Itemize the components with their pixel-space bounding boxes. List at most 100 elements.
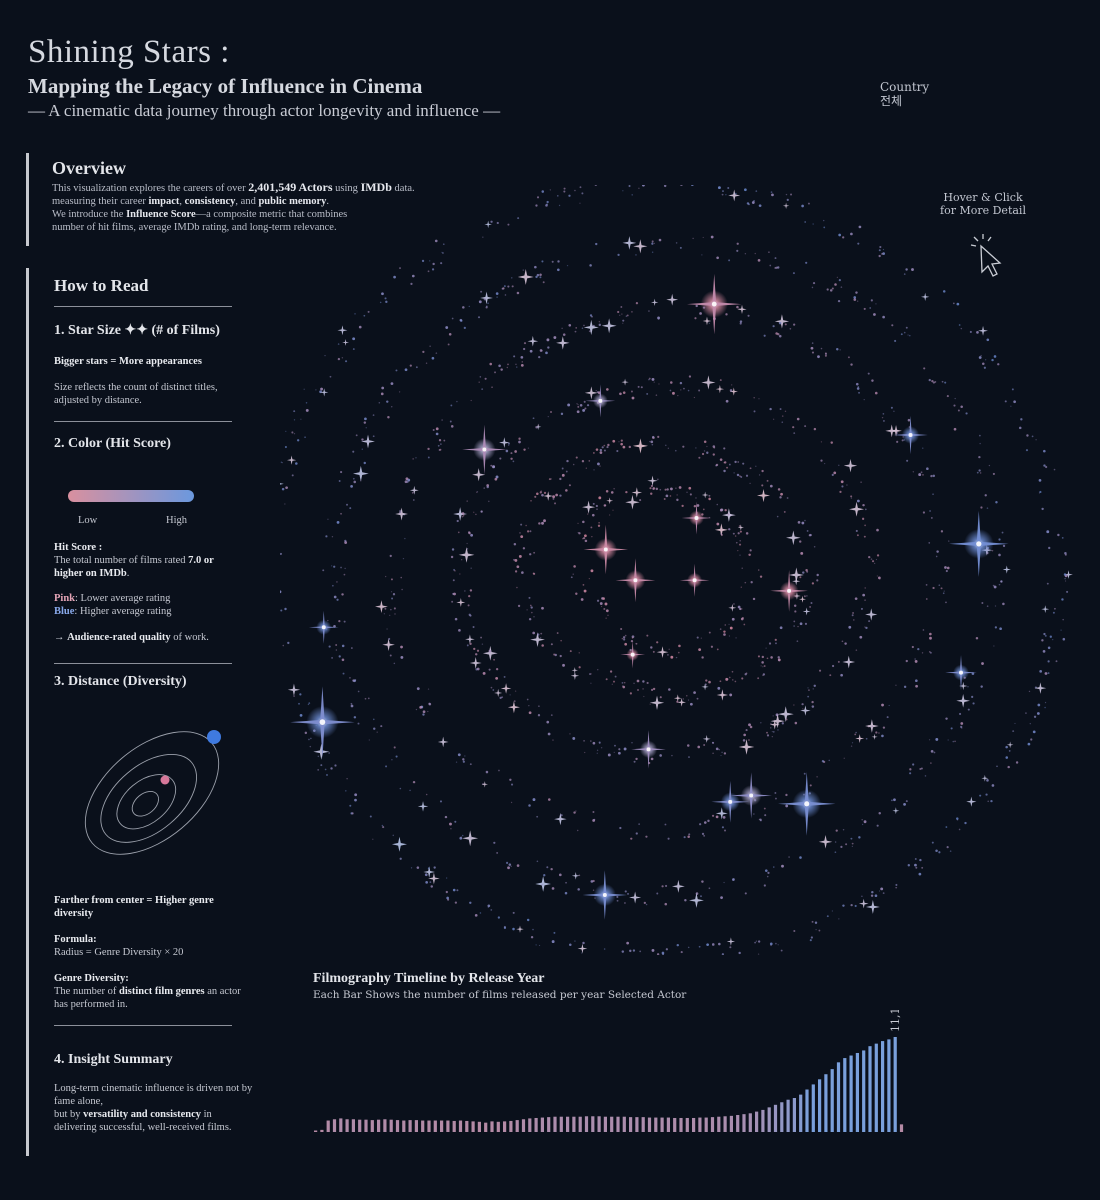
timeline-bar[interactable] xyxy=(755,1111,759,1132)
timeline-bar[interactable] xyxy=(773,1104,778,1132)
actor-star[interactable] xyxy=(582,870,628,920)
timeline-bar[interactable] xyxy=(572,1116,576,1132)
actor-star[interactable] xyxy=(631,730,666,769)
country-filter-value[interactable]: 전체 xyxy=(880,94,903,108)
actor-star[interactable] xyxy=(585,384,616,418)
timeline-bar[interactable] xyxy=(490,1121,494,1132)
timeline-bar[interactable] xyxy=(534,1117,538,1132)
timeline-bar[interactable] xyxy=(899,1124,904,1132)
timeline-bar[interactable] xyxy=(515,1120,519,1132)
timeline-bar[interactable] xyxy=(843,1058,847,1132)
timeline-bar[interactable] xyxy=(742,1114,746,1132)
timeline-bar[interactable] xyxy=(881,1041,885,1132)
timeline-bar[interactable] xyxy=(402,1120,406,1132)
actor-star[interactable] xyxy=(949,510,1009,577)
timeline-bar[interactable] xyxy=(440,1120,444,1132)
timeline-bar[interactable] xyxy=(603,1116,607,1132)
timeline-bar[interactable] xyxy=(465,1120,469,1132)
timeline-bar[interactable] xyxy=(748,1113,752,1132)
actor-star[interactable] xyxy=(681,501,712,535)
actor-star[interactable] xyxy=(778,771,836,836)
timeline-bar[interactable] xyxy=(408,1120,412,1132)
timeline-bar[interactable] xyxy=(818,1079,822,1132)
timeline-bar[interactable] xyxy=(635,1117,639,1132)
timeline-bar[interactable] xyxy=(610,1116,614,1132)
timeline-bar[interactable] xyxy=(830,1069,834,1132)
timeline-bar[interactable] xyxy=(874,1043,878,1132)
timeline-bar[interactable] xyxy=(698,1117,702,1132)
timeline-bar[interactable] xyxy=(849,1055,853,1132)
timeline-bar[interactable] xyxy=(364,1119,368,1132)
actor-star[interactable] xyxy=(893,415,928,455)
timeline-bar[interactable] xyxy=(710,1117,715,1132)
timeline-bar[interactable] xyxy=(836,1062,841,1132)
timeline-bar[interactable] xyxy=(339,1118,343,1132)
timeline-bar[interactable] xyxy=(862,1050,866,1132)
timeline-bar[interactable] xyxy=(584,1116,589,1132)
timeline-bar[interactable] xyxy=(320,1129,324,1132)
timeline-bar[interactable] xyxy=(736,1115,740,1132)
actor-star[interactable] xyxy=(711,780,750,823)
timeline-bar[interactable] xyxy=(647,1117,652,1132)
timeline-bar[interactable] xyxy=(377,1119,381,1132)
timeline-bar[interactable] xyxy=(351,1119,355,1132)
timeline-bar[interactable] xyxy=(723,1116,727,1132)
timeline-bar[interactable] xyxy=(446,1120,450,1132)
timeline-bar[interactable] xyxy=(811,1084,815,1132)
actor-star[interactable] xyxy=(679,563,710,597)
timeline-bar[interactable] xyxy=(414,1120,418,1132)
timeline-bar[interactable] xyxy=(370,1120,374,1132)
timeline-bar[interactable] xyxy=(792,1098,796,1132)
timeline-bar[interactable] xyxy=(389,1119,393,1132)
timeline-bar[interactable] xyxy=(616,1116,620,1132)
timeline-bar[interactable] xyxy=(692,1117,696,1132)
timeline-bar[interactable] xyxy=(591,1116,595,1132)
timeline-bar[interactable] xyxy=(559,1116,563,1132)
timeline-bar[interactable] xyxy=(597,1116,601,1132)
timeline-bar[interactable] xyxy=(666,1117,670,1132)
timeline-bar[interactable] xyxy=(521,1119,526,1132)
timeline-bar[interactable] xyxy=(767,1107,771,1132)
star-map[interactable] xyxy=(280,185,1100,955)
actor-star[interactable] xyxy=(770,569,808,612)
actor-star[interactable] xyxy=(945,655,977,691)
timeline-bar[interactable] xyxy=(477,1121,481,1132)
timeline-bar[interactable] xyxy=(824,1074,828,1132)
actor-star[interactable] xyxy=(687,273,742,335)
timeline-bar[interactable] xyxy=(421,1120,425,1132)
timeline-bar[interactable] xyxy=(458,1120,463,1132)
timeline-bar[interactable] xyxy=(799,1094,803,1132)
timeline-bar[interactable] xyxy=(314,1130,318,1133)
timeline-bar[interactable] xyxy=(383,1119,387,1132)
timeline-bar[interactable] xyxy=(540,1117,544,1132)
timeline-bar[interactable] xyxy=(780,1102,784,1132)
timeline-bar[interactable] xyxy=(503,1121,507,1132)
timeline-bar[interactable] xyxy=(629,1117,633,1132)
timeline-bar[interactable] xyxy=(887,1039,891,1132)
timeline-bar[interactable] xyxy=(332,1119,337,1132)
timeline-bar[interactable] xyxy=(496,1121,500,1132)
timeline-bar[interactable] xyxy=(395,1120,400,1132)
timeline-bar[interactable] xyxy=(427,1120,431,1132)
actor-star[interactable] xyxy=(290,686,355,758)
timeline-bar[interactable] xyxy=(654,1117,658,1132)
actor-star[interactable] xyxy=(308,610,339,644)
actor-star[interactable] xyxy=(615,558,656,603)
timeline-bar[interactable] xyxy=(471,1121,475,1132)
timeline-bar[interactable] xyxy=(345,1119,349,1132)
actor-star[interactable] xyxy=(620,640,646,669)
timeline-bar[interactable] xyxy=(433,1120,437,1132)
timeline-bar[interactable] xyxy=(578,1116,582,1132)
timeline-bar-chart[interactable]: 11,181 xyxy=(310,1010,1055,1140)
timeline-bar[interactable] xyxy=(509,1120,513,1132)
timeline-bar[interactable] xyxy=(547,1117,551,1132)
timeline-bar[interactable] xyxy=(805,1089,809,1132)
timeline-bar[interactable] xyxy=(704,1117,708,1132)
timeline-bar[interactable] xyxy=(358,1119,362,1132)
timeline-bar[interactable] xyxy=(685,1117,689,1132)
timeline-bar[interactable] xyxy=(326,1120,330,1132)
country-filter[interactable]: Country 전체 xyxy=(880,80,929,108)
timeline-bar[interactable] xyxy=(622,1116,626,1132)
timeline-bar[interactable] xyxy=(528,1118,532,1132)
timeline-bar[interactable] xyxy=(660,1117,664,1132)
